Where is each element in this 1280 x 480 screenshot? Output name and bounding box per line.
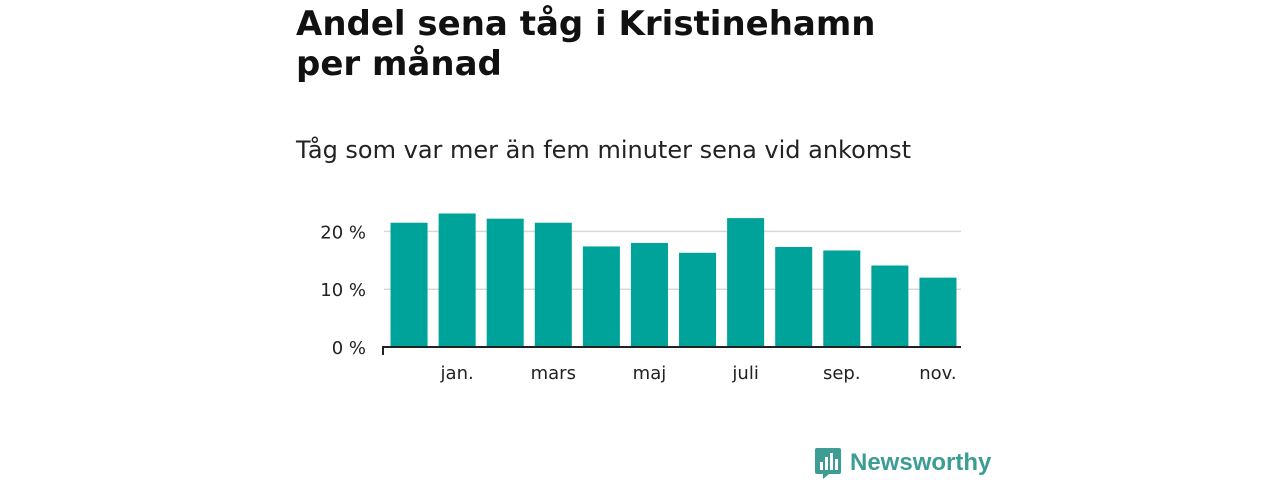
gridlines: [384, 230, 961, 290]
chart-title: Andel sena tåg i Kristinehamn per månad: [296, 4, 876, 84]
y-tick-label: 20 %: [320, 222, 366, 243]
x-tick-label: mars: [531, 363, 576, 384]
brand-name: Newsworthy: [850, 449, 992, 476]
y-axis-labels: 0 % 10 % 20 %: [320, 222, 366, 359]
x-tick-label: nov.: [919, 363, 956, 384]
x-axis-labels: jan. mars maj juli sep. nov.: [440, 363, 957, 384]
x-tick-label: maj: [633, 363, 667, 384]
bar: [871, 265, 909, 347]
bar: [823, 250, 861, 347]
bar: [727, 218, 765, 347]
y-tick-label: 0 %: [332, 338, 366, 359]
bar: [582, 246, 620, 347]
x-tick-label: jan.: [440, 363, 474, 384]
newsworthy-logo: Newsworthy: [814, 446, 991, 480]
x-tick-label: sep.: [823, 363, 861, 384]
bar: [775, 247, 813, 347]
bar-chart: 0 % 10 % 20 % jan. mars maj juli sep. nov.: [320, 213, 961, 384]
bar: [438, 213, 476, 347]
bar: [486, 218, 524, 347]
bars: [390, 213, 957, 347]
x-tick-label: juli: [731, 363, 758, 384]
bar: [630, 242, 668, 347]
chart-container: Andel sena tåg i Kristinehamn per månad …: [296, 0, 996, 480]
bar: [919, 277, 957, 347]
bar: [679, 252, 717, 347]
y-tick-label: 10 %: [320, 280, 366, 301]
chart-subtitle: Tåg som var mer än fem minuter sena vid …: [296, 136, 912, 164]
bar: [534, 222, 572, 347]
bar-chart-speech-bubble-icon: [815, 448, 841, 479]
bar: [390, 222, 428, 347]
